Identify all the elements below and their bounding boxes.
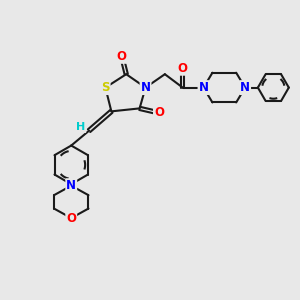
Text: S: S: [101, 81, 110, 94]
Text: N: N: [66, 179, 76, 192]
Text: N: N: [199, 81, 208, 94]
Text: O: O: [66, 212, 76, 225]
Text: N: N: [240, 81, 250, 94]
Text: O: O: [178, 62, 188, 75]
Text: O: O: [154, 106, 164, 119]
Text: N: N: [140, 81, 151, 94]
Text: O: O: [117, 50, 127, 63]
Text: H: H: [76, 122, 86, 132]
